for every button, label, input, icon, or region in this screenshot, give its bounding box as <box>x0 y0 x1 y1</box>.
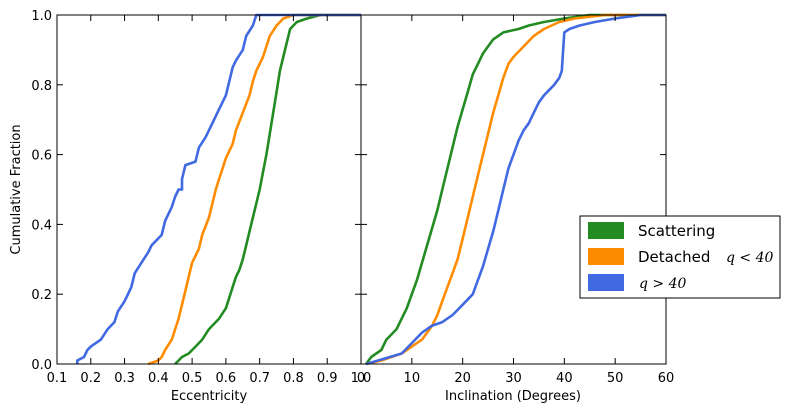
eccentricity-series-group <box>76 13 361 366</box>
eccentricity-x-ticks: 0.1 0.2 0.3 0.4 0.5 0.6 0.7 0.8 0.9 1.0 <box>47 15 372 386</box>
y-tick-label: 0.4 <box>31 218 52 233</box>
ecc-line-scattering <box>174 13 361 365</box>
inc-x-tick-label: 0 <box>357 371 365 386</box>
legend-swatch-detached <box>588 248 624 265</box>
eccentricity-y-ticks: 0.0 0.2 0.4 0.6 0.8 1.0 <box>31 9 361 373</box>
ecc-line-detached <box>147 13 361 366</box>
ecc-x-tick-label: 0.1 <box>47 371 68 386</box>
legend-swatch-scattering <box>588 222 624 239</box>
ecc-x-tick-label: 0.7 <box>249 371 270 386</box>
inc-x-tick-label: 40 <box>556 371 573 386</box>
inc-line-scattering <box>365 13 666 365</box>
eccentricity-x-axis-title: Eccentricity <box>171 389 248 404</box>
y-tick-label: 0.0 <box>31 358 52 373</box>
legend-math-detached: q < 40 <box>726 250 774 266</box>
inclination-x-axis-title: Inclination (Degrees) <box>445 389 581 404</box>
legend-label-detached: Detached <box>638 248 710 266</box>
inclination-plot-frame <box>360 14 667 365</box>
y-tick-label: 0.6 <box>31 149 52 164</box>
ecc-x-tick-label: 0.5 <box>182 371 203 386</box>
ecc-line-q-40 <box>76 13 361 364</box>
legend-swatch-q-over-40 <box>588 274 624 291</box>
ecc-x-tick-label: 0.6 <box>216 371 237 386</box>
eccentricity-panel: 0.1 0.2 0.3 0.4 0.5 0.6 0.7 0.8 0.9 1.0 0.0 0.2 0.4… <box>9 9 371 404</box>
legend-label-scattering: Scattering <box>638 222 715 240</box>
inc-x-tick-label: 50 <box>607 371 624 386</box>
inc-x-tick-label: 10 <box>404 371 421 386</box>
y-tick-label: 0.2 <box>31 288 52 303</box>
inclination-x-ticks: 0 10 20 30 40 50 60 <box>357 14 675 386</box>
ecc-x-tick-label: 1.0 <box>351 371 372 386</box>
inc-x-tick-label: 20 <box>454 371 471 386</box>
inc-x-tick-label: 30 <box>505 371 522 386</box>
ecc-x-tick-label: 0.2 <box>80 371 101 386</box>
inclination-series-group <box>365 13 666 366</box>
y-tick-label: 0.8 <box>31 79 52 94</box>
ecc-x-tick-label: 0.9 <box>317 371 338 386</box>
ecc-x-tick-label: 0.4 <box>148 371 169 386</box>
ecc-x-tick-label: 0.8 <box>283 371 304 386</box>
ecc-x-tick-label: 0.3 <box>114 371 135 386</box>
legend: Scattering Detached q < 40 q > 40 <box>579 215 781 299</box>
inc-x-tick-label: 60 <box>658 371 675 386</box>
inc-line-detached <box>365 13 666 366</box>
legend-math-q-over-40: q > 40 <box>639 276 687 292</box>
y-tick-label: 1.0 <box>31 9 52 24</box>
inc-line-q-40 <box>365 13 666 366</box>
y-axis-title: Cumulative Fraction <box>9 124 24 254</box>
eccentricity-plot-frame <box>56 14 362 365</box>
inclination-panel: 0 10 20 30 40 50 60 Inclination (Degrees) <box>357 13 675 404</box>
